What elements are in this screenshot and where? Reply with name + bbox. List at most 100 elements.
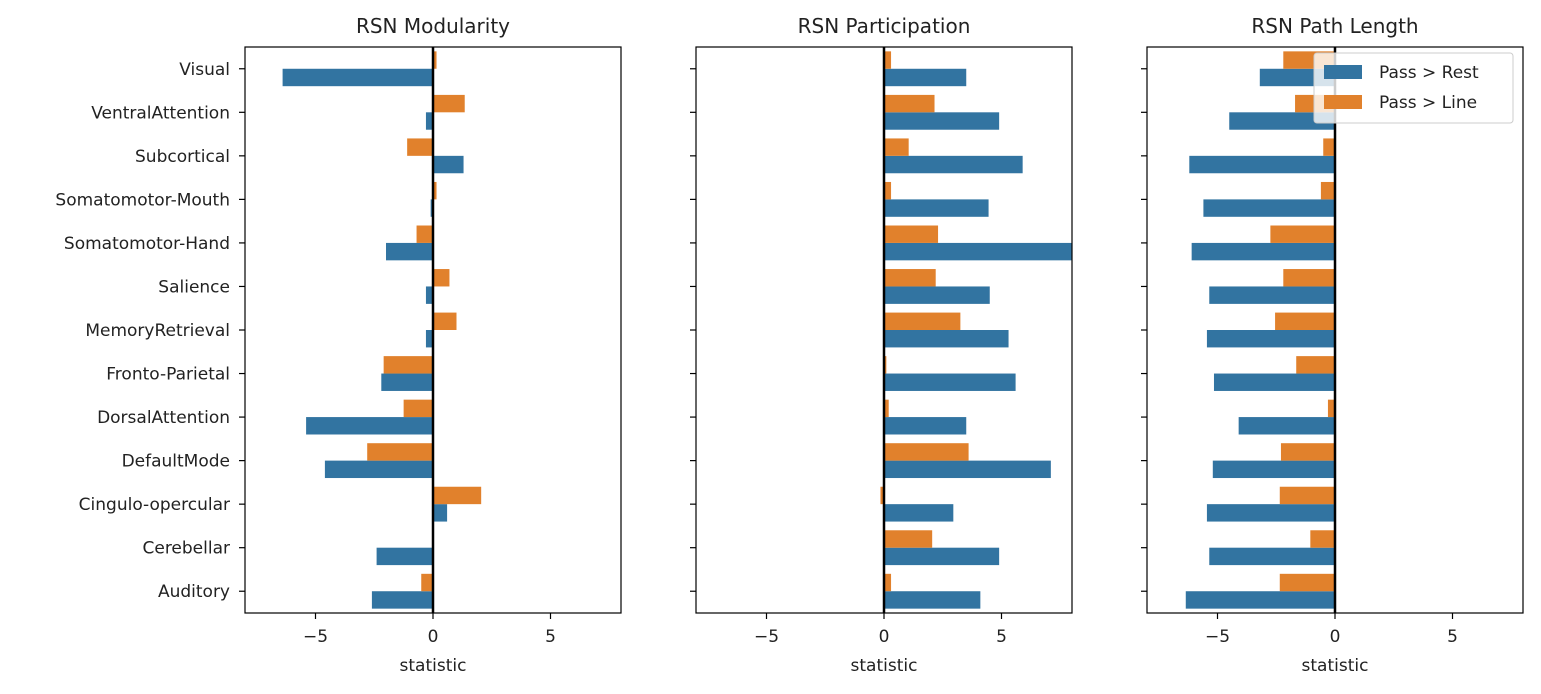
x-tick-label: 5: [1447, 627, 1458, 647]
legend-swatch-pass-rest: [1324, 65, 1362, 79]
bar-pass-rest-fronto-parietal: [381, 374, 433, 391]
x-tick-label: 0: [428, 627, 439, 647]
bars-group: [880, 51, 1072, 608]
y-tick-label-cerebellar: Cerebellar: [142, 539, 230, 559]
bar-pass-line-fronto-parietal: [384, 356, 433, 373]
y-tick-label-defaultmode: DefaultMode: [122, 452, 230, 472]
panel-title: RSN Participation: [798, 14, 971, 38]
bar-pass-line-salience: [884, 269, 936, 286]
bar-pass-line-salience: [433, 269, 449, 286]
bar-pass-line-salience: [1283, 269, 1335, 286]
x-axis-label: statistic: [400, 656, 467, 676]
legend: Pass > Rest Pass > Line: [1314, 53, 1513, 123]
bar-pass-rest-dorsalattention: [884, 417, 966, 434]
bar-pass-line-cingulo-opercular: [433, 487, 481, 504]
bar-pass-rest-memoryretrieval: [1207, 330, 1335, 347]
x-tick-label: 5: [545, 627, 556, 647]
y-tick-label-dorsalattention: DorsalAttention: [97, 408, 230, 428]
bar-pass-line-ventralattention: [433, 95, 465, 112]
bar-pass-rest-cingulo-opercular: [433, 504, 447, 521]
bar-pass-line-subcortical: [884, 138, 909, 155]
bar-pass-line-ventralattention: [884, 95, 935, 112]
bar-pass-rest-cingulo-opercular: [884, 504, 953, 521]
bar-pass-rest-cingulo-opercular: [1207, 504, 1335, 521]
x-tick-label: −5: [303, 627, 328, 647]
panel-title: RSN Modularity: [356, 14, 510, 38]
bar-pass-rest-auditory: [1186, 591, 1335, 608]
bar-pass-line-memoryretrieval: [433, 313, 457, 330]
bar-pass-rest-dorsalattention: [1239, 417, 1335, 434]
x-tick-label: 0: [879, 627, 890, 647]
bar-pass-rest-subcortical: [884, 156, 1023, 173]
bar-pass-rest-fronto-parietal: [1214, 374, 1335, 391]
panel-2: RSN Participation −5 0 5 statistic: [690, 14, 1072, 676]
panel-1: RSN Modularity −5 0 5 statistic Visual Ventral…: [55, 14, 621, 676]
bar-pass-rest-somatomotor-mouth: [884, 199, 989, 216]
x-tick-label: 0: [1330, 627, 1341, 647]
bar-pass-line-subcortical: [1323, 138, 1335, 155]
y-tick-label-somatomotor-mouth: Somatomotor-Mouth: [55, 190, 230, 210]
bar-pass-line-cerebellar: [1310, 530, 1335, 547]
legend-label-pass-line: Pass > Line: [1379, 93, 1477, 113]
x-tick-label: −5: [1205, 627, 1230, 647]
bar-pass-line-fronto-parietal: [1296, 356, 1335, 373]
bar-pass-line-defaultmode: [884, 443, 969, 460]
y-tick-label-subcortical: Subcortical: [135, 147, 230, 167]
bar-pass-line-defaultmode: [367, 443, 433, 460]
bar-pass-rest-somatomotor-mouth: [1203, 199, 1335, 216]
x-tick-label: −5: [754, 627, 779, 647]
y-tick-label-cingulo-opercular: Cingulo-opercular: [79, 495, 230, 515]
bar-pass-rest-defaultmode: [325, 461, 433, 478]
y-tick-label-salience: Salience: [158, 277, 230, 297]
bar-pass-rest-fronto-parietal: [884, 374, 1016, 391]
bar-pass-line-defaultmode: [1281, 443, 1335, 460]
bar-pass-rest-somatomotor-hand: [386, 243, 433, 260]
bar-pass-rest-ventralattention: [884, 112, 999, 129]
bar-pass-rest-defaultmode: [884, 461, 1051, 478]
bar-pass-line-memoryretrieval: [1275, 313, 1335, 330]
y-tick-label-fronto-parietal: Fronto-Parietal: [106, 365, 230, 385]
bar-pass-line-cingulo-opercular: [1280, 487, 1335, 504]
bar-pass-line-somatomotor-hand: [417, 226, 433, 243]
y-tick-label-auditory: Auditory: [158, 582, 230, 602]
bar-pass-rest-somatomotor-hand: [1192, 243, 1335, 260]
bar-pass-rest-auditory: [884, 591, 980, 608]
legend-label-pass-rest: Pass > Rest: [1379, 63, 1479, 83]
bar-pass-rest-subcortical: [433, 156, 464, 173]
bar-pass-line-subcortical: [407, 138, 433, 155]
bar-pass-line-somatomotor-hand: [884, 226, 938, 243]
y-tick-label-ventralattention: VentralAttention: [91, 103, 230, 123]
x-tick-label: 5: [996, 627, 1007, 647]
bar-pass-rest-cerebellar: [884, 548, 999, 565]
bar-pass-rest-cerebellar: [1209, 548, 1335, 565]
bar-pass-rest-visual: [884, 69, 966, 86]
bar-pass-rest-memoryretrieval: [884, 330, 1009, 347]
bar-pass-rest-cerebellar: [377, 548, 433, 565]
y-tick-label-somatomotor-hand: Somatomotor-Hand: [64, 234, 230, 254]
bars-group: [283, 51, 482, 608]
bar-pass-line-dorsalattention: [404, 400, 433, 417]
bar-pass-rest-salience: [1209, 286, 1335, 303]
bar-pass-rest-visual: [283, 69, 433, 86]
y-tick-label-memoryretrieval: MemoryRetrieval: [85, 321, 230, 341]
bars-group: [1186, 51, 1335, 608]
legend-swatch-pass-line: [1324, 95, 1362, 109]
bar-pass-line-cerebellar: [884, 530, 932, 547]
bar-pass-rest-salience: [884, 286, 990, 303]
bar-pass-line-auditory: [1280, 574, 1335, 591]
x-axis-label: statistic: [1302, 656, 1369, 676]
bar-pass-rest-defaultmode: [1213, 461, 1335, 478]
bar-pass-rest-subcortical: [1189, 156, 1335, 173]
bar-pass-line-auditory: [421, 574, 433, 591]
x-axis-label: statistic: [851, 656, 918, 676]
bar-pass-rest-somatomotor-hand: [884, 243, 1072, 260]
bar-pass-rest-auditory: [372, 591, 433, 608]
bar-pass-line-memoryretrieval: [884, 313, 960, 330]
panel-title: RSN Path Length: [1251, 14, 1418, 38]
bar-pass-rest-dorsalattention: [306, 417, 433, 434]
bar-pass-line-somatomotor-hand: [1270, 226, 1335, 243]
y-tick-label-visual: Visual: [179, 60, 230, 80]
bar-pass-line-somatomotor-mouth: [1321, 182, 1335, 199]
